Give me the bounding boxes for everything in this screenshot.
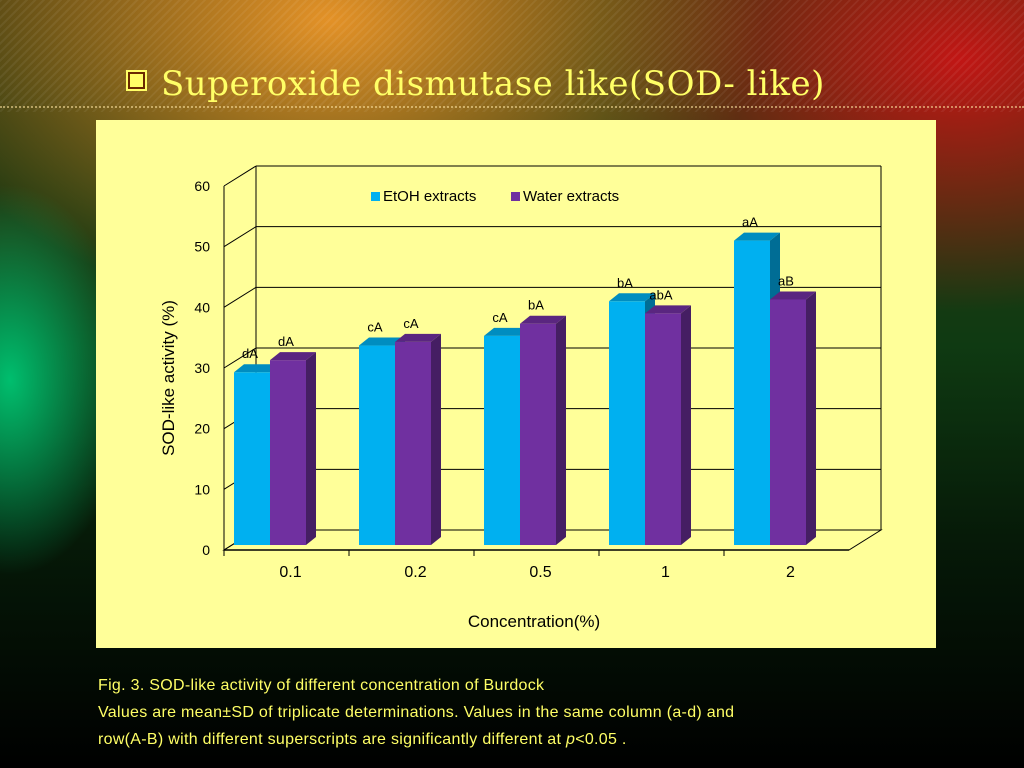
bar-top — [234, 364, 280, 373]
data-label: cA — [367, 320, 383, 335]
bar-top — [609, 293, 655, 302]
bar — [359, 345, 395, 545]
data-label: dA — [278, 334, 294, 349]
gridline-depth — [223, 347, 257, 369]
legend-swatch — [511, 192, 520, 201]
bar-top — [645, 305, 691, 314]
checkbox-bullet-icon — [126, 70, 147, 91]
bar-top — [770, 291, 816, 300]
legend-swatch — [371, 192, 380, 201]
x-axis-title: Concentration(%) — [468, 612, 600, 631]
bar-top — [359, 337, 405, 346]
bar — [734, 240, 770, 545]
bar — [520, 323, 556, 545]
gridline-depth — [223, 165, 257, 187]
bar-top — [520, 315, 566, 324]
data-label: aA — [742, 215, 758, 230]
bar-top — [734, 232, 780, 241]
bar-top — [484, 327, 530, 336]
y-tick-label: 60 — [194, 178, 210, 194]
y-tick-label: 50 — [194, 239, 210, 255]
caption-line-2: Values are mean±SD of triplicate determi… — [98, 704, 735, 721]
y-tick-label: 40 — [194, 299, 210, 315]
header-band — [0, 0, 1024, 112]
bar-top — [270, 352, 316, 361]
legend-label: EtOH extracts — [383, 188, 476, 205]
bar-side — [806, 291, 816, 545]
caption-p-symbol: p — [566, 731, 576, 748]
x-tick-label: 1 — [661, 564, 670, 581]
x-tick-label: 0.2 — [404, 564, 426, 581]
bar — [770, 299, 806, 545]
bar — [484, 335, 520, 545]
data-label: aB — [778, 273, 794, 288]
y-tick-label: 30 — [194, 360, 210, 376]
data-label: bA — [528, 298, 544, 313]
x-tick-label: 0.5 — [529, 564, 551, 581]
bar — [270, 360, 306, 545]
bar-side — [431, 333, 441, 545]
legend-label: Water extracts — [523, 188, 619, 205]
gridline-depth — [223, 286, 257, 308]
caption-line-3: row(A-B) with different superscripts are… — [98, 726, 998, 753]
data-label: bA — [617, 275, 633, 290]
caption-line-1: Fig. 3. SOD-like activity of different c… — [98, 677, 545, 694]
data-label: dA — [242, 346, 258, 361]
title-divider — [0, 106, 1024, 108]
y-tick-label: 20 — [194, 421, 210, 437]
y-axis-title: SOD-like activity (%) — [159, 300, 178, 456]
gridline-depth — [223, 226, 257, 248]
bar — [395, 341, 431, 545]
bar — [234, 372, 270, 545]
bar-side — [306, 352, 316, 545]
bar-chart: 0 10 20 30 40 50 60 dA dA 0.1 cA cA 0.2 cA bA 0.5 bA abA 1… — [159, 165, 883, 631]
data-label: abA — [649, 287, 672, 302]
figure-caption: Fig. 3. SOD-like activity of different c… — [98, 672, 998, 753]
x-tick-label: 2 — [786, 564, 795, 581]
bar-side — [681, 305, 691, 545]
bar-top — [395, 333, 441, 342]
slide-title-text: Superoxide dismutase like(SOD- like) — [161, 64, 825, 104]
bar — [645, 313, 681, 545]
caption-line-3-end: <0.05 . — [575, 731, 627, 748]
x-tick-label: 0.1 — [279, 564, 301, 581]
y-tick-label: 0 — [202, 542, 210, 558]
bar-side — [556, 315, 566, 545]
data-label: cA — [403, 316, 419, 331]
caption-line-3-text: row(A-B) with different superscripts are… — [98, 731, 566, 748]
chart-panel: 0 10 20 30 40 50 60 dA dA 0.1 cA cA 0.2 cA bA 0.5 bA abA 1… — [96, 120, 936, 648]
bar — [609, 301, 645, 545]
y-tick-label: 10 — [194, 481, 210, 497]
data-label: cA — [492, 310, 508, 325]
slide-title: Superoxide dismutase like(SOD- like) — [126, 64, 825, 104]
